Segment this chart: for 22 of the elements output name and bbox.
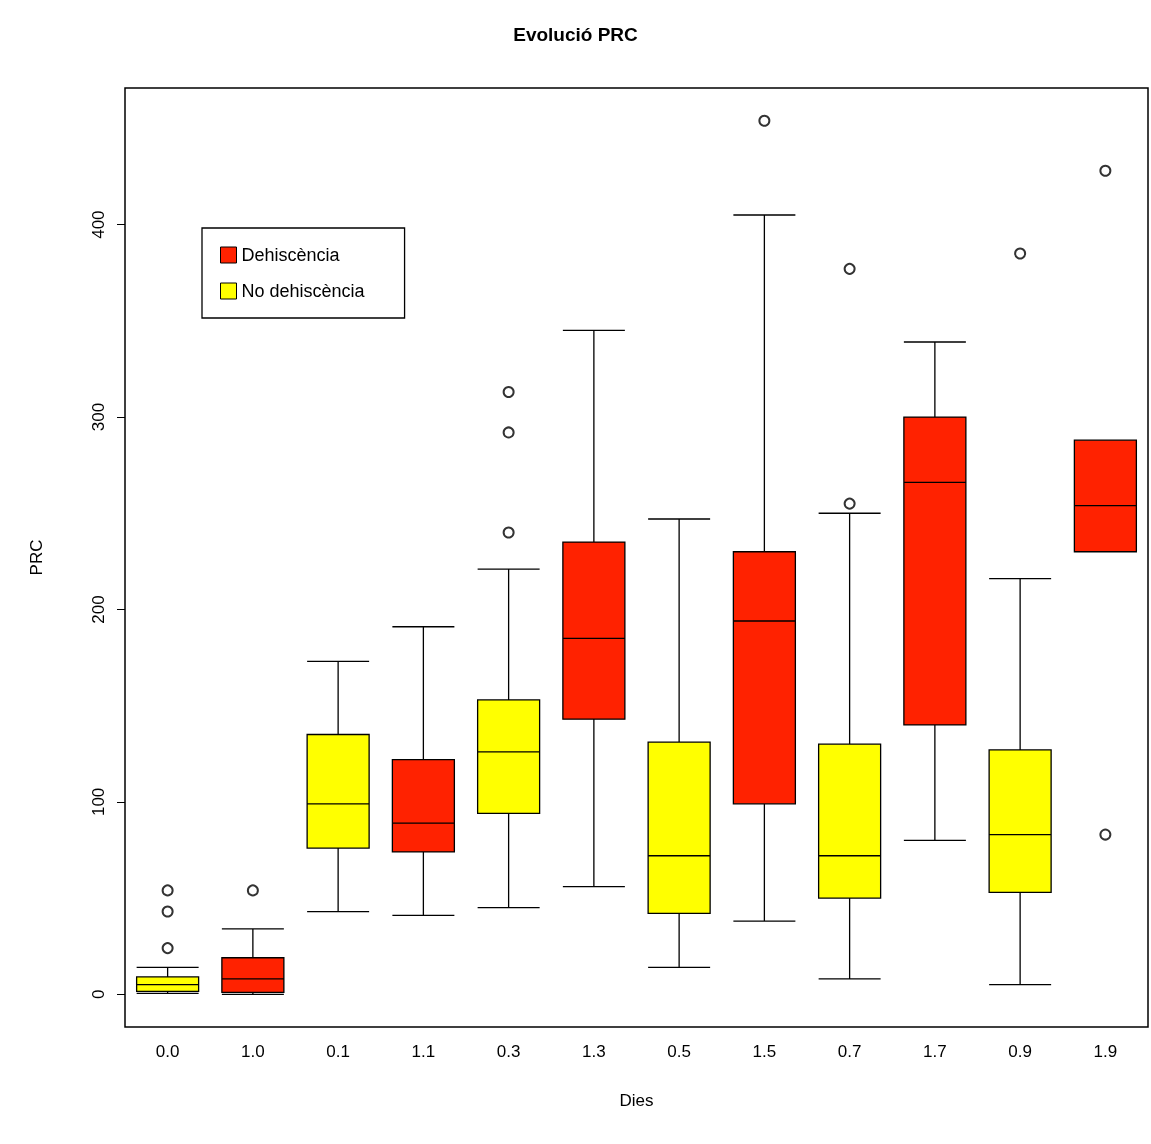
x-tick-label: 0.3 bbox=[496, 1042, 521, 1061]
x-tick-label: 0.1 bbox=[326, 1042, 350, 1061]
y-axis-title: PRC bbox=[27, 539, 46, 576]
y-tick-label: 0 bbox=[89, 989, 108, 1000]
x-tick-label: 1.5 bbox=[752, 1042, 777, 1061]
x-tick-label: 0.0 bbox=[155, 1042, 180, 1061]
x-tick-label: 1.3 bbox=[582, 1042, 606, 1061]
x-tick-label: 1.1 bbox=[411, 1042, 436, 1061]
y-tick-label: 200 bbox=[89, 595, 108, 624]
x-tick-label: 1.0 bbox=[241, 1042, 265, 1061]
x-tick-label: 0.9 bbox=[1008, 1042, 1032, 1061]
y-tick-label: 300 bbox=[89, 402, 108, 432]
x-tick-label: 1.9 bbox=[1093, 1042, 1118, 1061]
y-tick-label: 400 bbox=[89, 210, 108, 239]
x-tick-label: 0.5 bbox=[667, 1042, 691, 1061]
x-axis-title: Dies bbox=[619, 1091, 654, 1110]
x-tick-label: 0.7 bbox=[837, 1042, 862, 1061]
legend-label: No dehiscència bbox=[241, 281, 366, 301]
y-tick-label: 100 bbox=[89, 787, 108, 817]
chart-title: Evolució PRC bbox=[513, 24, 639, 45]
x-tick-label: 1.7 bbox=[923, 1042, 947, 1061]
legend-label: Dehiscència bbox=[241, 245, 341, 265]
